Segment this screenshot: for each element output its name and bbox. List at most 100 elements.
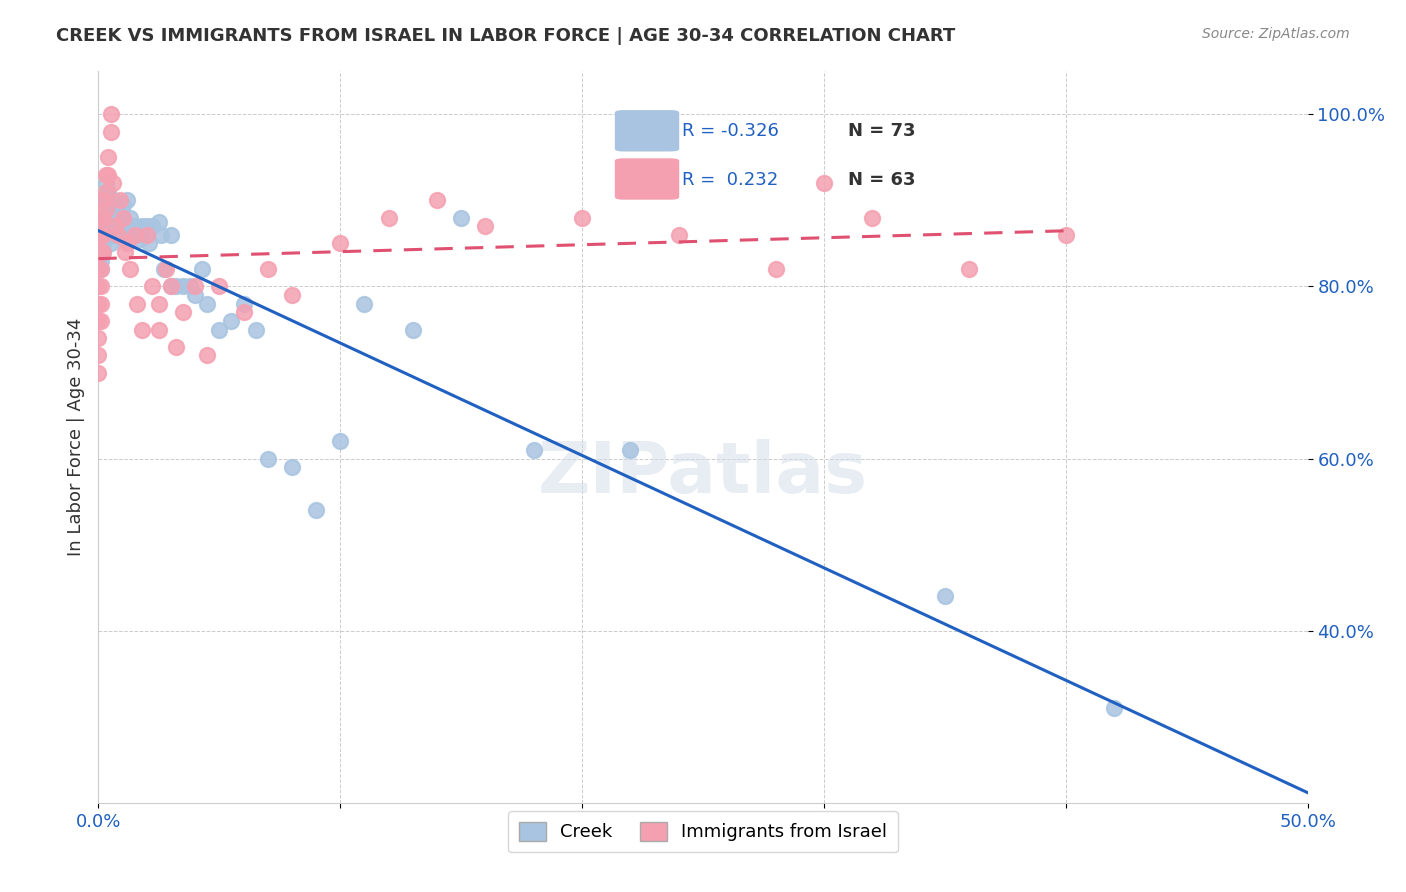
Point [87,366,110,380]
Point [94,176,117,190]
Point [90,262,112,277]
Point [765,262,787,277]
Point [87,221,110,235]
Point [90,314,112,328]
Point [281,460,304,475]
Point [148,322,170,336]
Point [87,238,110,252]
Point [377,211,399,225]
Point [91,194,114,208]
Point [87,245,110,260]
Text: R = -0.326: R = -0.326 [682,122,779,140]
Point [152,262,174,277]
Point [1054,227,1077,242]
Point [155,262,177,277]
Point [100,227,122,242]
Point [191,262,214,277]
Point [87,348,110,362]
Text: N = 73: N = 73 [848,122,915,140]
Point [138,236,160,251]
Point [111,211,134,225]
Point [195,296,218,310]
Point [426,194,449,208]
Point [165,340,187,354]
Point [87,226,110,240]
Point [232,296,254,310]
Point [111,211,134,225]
Point [91,227,114,242]
Point [91,245,114,260]
Point [87,314,110,328]
Point [121,227,143,242]
Point [108,227,131,242]
Point [281,288,304,302]
Point [813,176,835,190]
Point [101,176,124,190]
Point [90,296,112,310]
Point [97,150,120,164]
Point [90,211,112,225]
Point [124,219,146,234]
Point [450,211,472,225]
Point [111,198,134,212]
Point [256,451,278,466]
Point [184,279,207,293]
Point [957,262,980,277]
Point [94,202,117,216]
Point [474,219,496,234]
Point [148,215,170,229]
Point [127,227,149,242]
Point [232,305,254,319]
Point [91,211,114,225]
Point [124,227,146,242]
Point [141,219,163,234]
Point [91,211,114,225]
Point [179,279,201,293]
Point [91,245,114,260]
Text: Source: ZipAtlas.com: Source: ZipAtlas.com [1202,27,1350,41]
Point [100,125,122,139]
Point [104,219,127,234]
Point [107,227,129,242]
Point [94,185,117,199]
Point [87,232,110,246]
Point [94,194,117,208]
Point [104,211,127,225]
Point [90,279,112,293]
Point [118,211,141,225]
Point [107,219,129,234]
Point [90,262,112,277]
Y-axis label: In Labor Force | Age 30-34: In Labor Force | Age 30-34 [66,318,84,557]
Point [97,168,120,182]
Point [195,348,218,362]
Point [97,185,120,199]
Point [668,227,690,242]
Point [90,227,112,242]
Point [111,227,134,242]
Point [128,232,150,246]
Point [329,236,352,251]
Point [87,262,110,277]
Point [172,279,194,293]
Point [90,245,112,260]
Point [94,219,117,234]
Text: R =  0.232: R = 0.232 [682,170,779,188]
Point [148,296,170,310]
Point [91,236,114,251]
Point [523,442,546,457]
Point [117,236,139,251]
Point [305,503,328,517]
Point [353,296,375,310]
Point [160,227,183,242]
Point [91,194,114,208]
Point [208,279,231,293]
Point [402,322,425,336]
Point [91,227,114,242]
Point [571,211,593,225]
Point [131,322,153,336]
Point [127,296,149,310]
Point [619,442,641,457]
Point [104,227,127,242]
Point [87,279,110,293]
Point [97,198,120,212]
